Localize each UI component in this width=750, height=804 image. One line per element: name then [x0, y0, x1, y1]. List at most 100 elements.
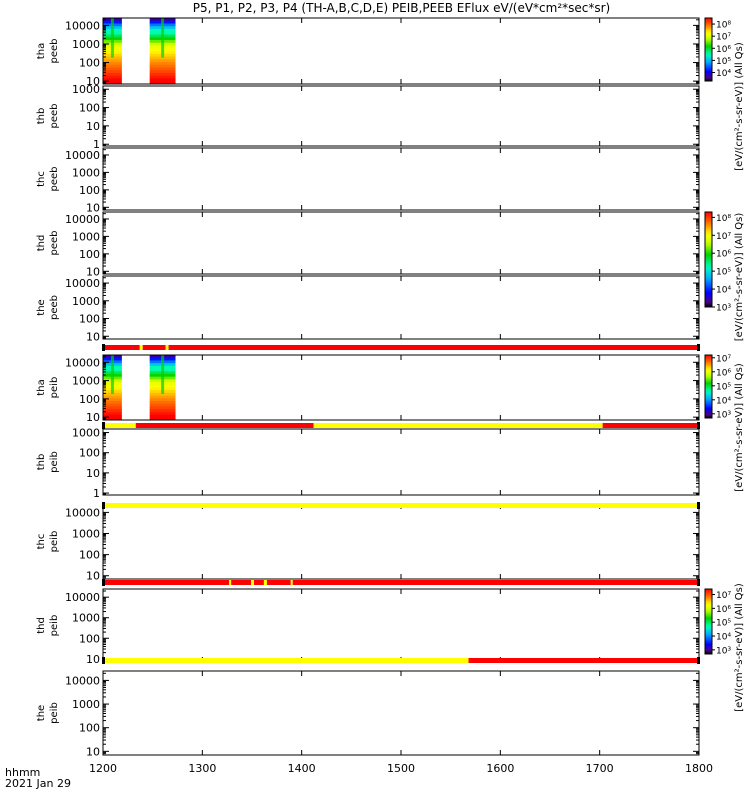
panel-frame	[102, 211, 700, 275]
y-tick-label: 10	[86, 467, 100, 480]
y-tick-label: 100	[79, 102, 100, 115]
colorbar-unit-label: [eV/(cm²-s-sr-eV)] (All Qs)	[734, 583, 745, 712]
panel-product-label: peeb	[49, 167, 60, 192]
status-bar-segment	[139, 345, 143, 350]
panel-frame	[102, 503, 700, 580]
colorbar-gradient	[704, 211, 713, 308]
colorbar-tick-label: 10⁵	[716, 268, 731, 278]
panel-product-label: peeb	[49, 39, 60, 64]
status-bar-segment	[251, 580, 254, 585]
x-tick-label: 1500	[387, 762, 415, 775]
y-tick-label: 100	[79, 549, 100, 562]
y-tick-label: 10000	[65, 149, 100, 162]
spectrogram-cell	[149, 406, 176, 410]
y-tick-label: 10000	[65, 19, 100, 32]
spectrogram-cell	[149, 75, 176, 79]
panel-probe-label: thc	[36, 171, 47, 187]
colorbar-tick-label: 10⁵	[716, 57, 731, 67]
y-tick-label: 1000	[72, 612, 100, 625]
colorbar-tick-label: 10³	[716, 646, 731, 656]
spectrogram-cell	[103, 411, 122, 416]
spectrogram-cell	[103, 78, 122, 82]
colorbar-tick-label: 10⁷	[716, 33, 731, 43]
status-bar-segment	[142, 345, 166, 350]
status-bar-cap	[102, 344, 105, 351]
y-tick-label: 100	[79, 184, 100, 197]
spectrogram-cell	[103, 56, 122, 60]
y-tick-label: 100	[79, 632, 100, 645]
colorbar-tick-label: 10³	[716, 410, 731, 420]
spectrogram-cell	[149, 414, 176, 418]
status-bar-segment	[602, 423, 699, 428]
spectrogram-cell	[103, 81, 122, 85]
y-tick-label: 100	[79, 393, 100, 406]
spectrogram-cell	[161, 355, 165, 394]
y-tick-label: 10	[86, 570, 100, 583]
spectrogram-cell	[103, 395, 122, 399]
panel-probe-label: thd	[36, 617, 47, 634]
status-bar-segment	[229, 580, 232, 585]
status-bar-segment	[263, 580, 267, 585]
x-tick-label: 1400	[288, 762, 316, 775]
spectrogram-cell	[103, 417, 122, 421]
y-tick-label: 10000	[65, 277, 100, 290]
spectrogram-cell	[149, 70, 176, 74]
spectrogram-cell	[161, 18, 165, 58]
panel-thd-peib: 10 100 1000 10000 thd peib 10³ 10⁴ 10⁵ 10⁶ 10⁷	[36, 579, 731, 666]
colorbar-tick-label: 10⁴	[716, 286, 731, 296]
time-axis-label: hhmm	[5, 766, 41, 779]
status-bar-segment	[468, 658, 699, 663]
spectrogram-block	[103, 18, 122, 85]
y-tick-label: 1000	[72, 166, 100, 179]
spectrogram-cell	[149, 417, 176, 421]
spectrogram-cell	[103, 62, 122, 66]
panel-tha-peib: 10 100 1000 10000 tha peib 10³ 10⁴ 10⁵ 10⁶ 10⁷	[36, 344, 731, 424]
time-axis-date: 2021 Jan 29	[5, 777, 71, 790]
status-bar-segment	[103, 345, 140, 350]
panel-frame	[102, 428, 700, 496]
colorbar-tick-label: 10⁵	[716, 619, 731, 629]
panel-frame	[102, 588, 700, 663]
spectrogram-cell	[103, 392, 122, 397]
status-bar-segment	[168, 345, 699, 350]
status-bar-segment	[253, 580, 264, 585]
panel-the-peeb: 10 100 1000 10000 the peeb	[36, 275, 700, 343]
colorbar-tick-label: 10⁵	[716, 382, 731, 392]
status-bar-cap	[697, 657, 700, 664]
x-tick-label: 1200	[89, 762, 117, 775]
y-tick-label: 10	[86, 411, 100, 424]
status-bar-segment	[103, 423, 136, 428]
panel-probe-label: the	[36, 705, 47, 721]
colorbar-tick-label: 10⁷	[716, 354, 731, 364]
spectrogram-cell	[149, 403, 176, 407]
colorbar-unit-label: [eV/(cm²-s-sr-eV)] (All Qs)	[734, 42, 745, 171]
colorbar: 10³ 10⁴ 10⁵ 10⁶ 10⁷	[704, 588, 731, 656]
y-tick-label: 10	[86, 330, 100, 343]
colorbar-tick-label: 10³	[716, 304, 731, 314]
colorbar-tick-label: 10⁷	[716, 591, 731, 601]
panel-thc-peib: 10 100 1000 10000 thc peib	[36, 502, 700, 583]
y-tick-label: 10000	[65, 356, 100, 369]
panel-frame	[102, 275, 700, 340]
colorbar-unit-label: [eV/(cm²-s-sr-eV)] (All Qs)	[734, 363, 745, 492]
spectrogram-cell	[103, 64, 122, 68]
panel-probe-label: the	[36, 299, 47, 315]
spectrogram-cell	[103, 401, 122, 405]
spectrogram-cell	[103, 70, 122, 74]
spectrogram-cell	[149, 395, 176, 399]
colorbar-tick-label: 10⁶	[716, 250, 731, 260]
y-tick-label: 1000	[72, 427, 100, 440]
panel-product-label: peib	[49, 615, 60, 637]
spectrogram-block	[103, 355, 122, 421]
y-tick-label: 10	[86, 653, 100, 666]
y-tick-label: 10	[86, 120, 100, 133]
y-tick-label: 1000	[72, 295, 100, 308]
status-bar-cap	[102, 422, 105, 429]
panel-product-label: peib	[49, 531, 60, 553]
colorbar-tick-label: 10⁴	[716, 69, 731, 79]
spectrogram-block	[149, 18, 176, 85]
spectrogram-cell	[149, 78, 176, 82]
spectrogram-cell	[103, 75, 122, 79]
